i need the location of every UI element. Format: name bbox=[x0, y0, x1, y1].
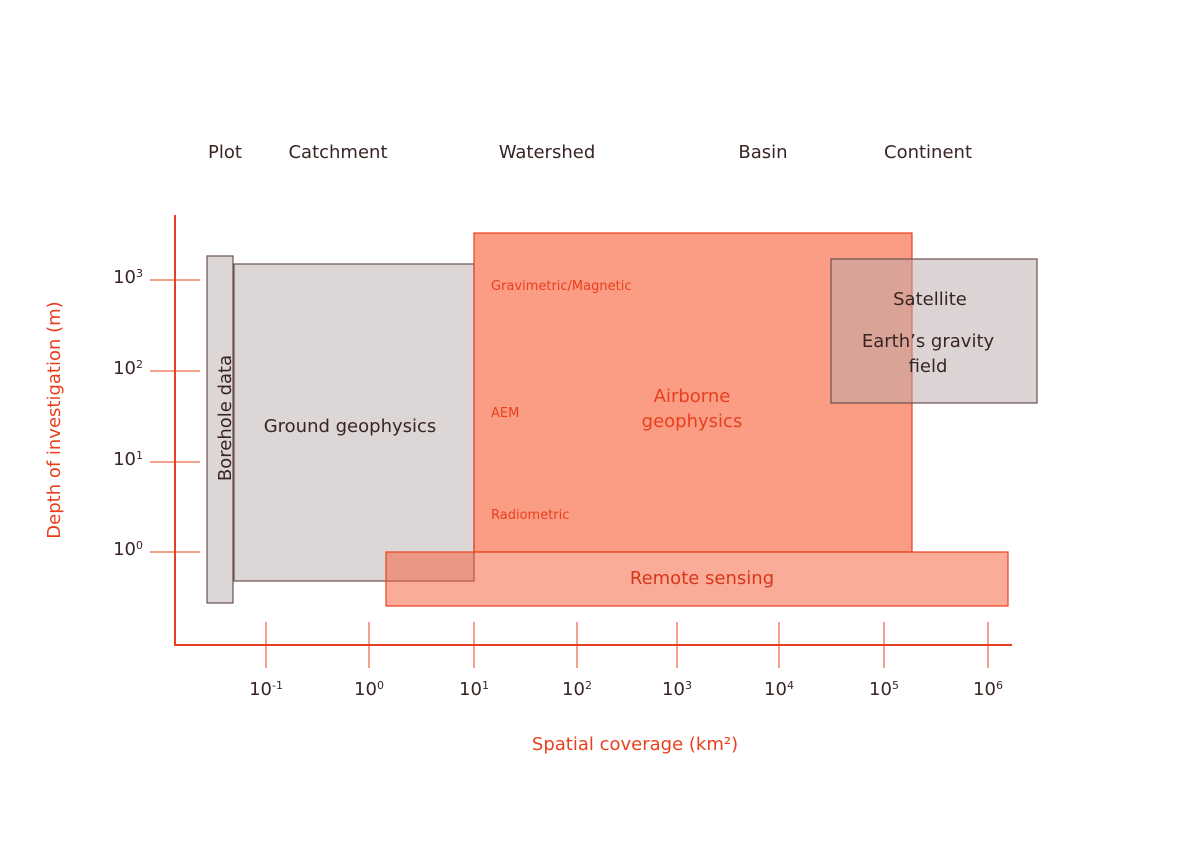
tick-label: 100 bbox=[113, 539, 143, 561]
satellite-label: Satellite bbox=[893, 289, 967, 310]
tick-exp: 0 bbox=[377, 679, 384, 692]
tick-label: 104 bbox=[764, 679, 794, 701]
satellite-box bbox=[830, 258, 1038, 404]
tick-base: 10 bbox=[249, 679, 272, 700]
tick-label: 10-1 bbox=[249, 679, 283, 701]
remote-box bbox=[385, 551, 1009, 607]
scale-label: Catchment bbox=[288, 142, 387, 163]
tick-exp: 2 bbox=[136, 358, 143, 371]
tick-label: 103 bbox=[113, 267, 143, 289]
tick-base: 10 bbox=[113, 358, 136, 379]
tick-exp: 5 bbox=[892, 679, 899, 692]
tick-label: 101 bbox=[459, 679, 489, 701]
tick-label: 106 bbox=[973, 679, 1003, 701]
tick-base: 10 bbox=[764, 679, 787, 700]
borehole-box bbox=[206, 255, 234, 604]
airborne-label: Airborne bbox=[654, 386, 731, 407]
tick-base: 10 bbox=[113, 539, 136, 560]
tick-label: 103 bbox=[662, 679, 692, 701]
tick-exp: 0 bbox=[136, 539, 143, 552]
tick-label: 102 bbox=[562, 679, 592, 701]
scale-label: Watershed bbox=[499, 142, 596, 163]
borehole-label: Borehole data bbox=[215, 355, 236, 481]
airborne-label: geophysics bbox=[642, 411, 743, 432]
tick-base: 10 bbox=[113, 449, 136, 470]
x-axis-title: Spatial coverage (km²) bbox=[532, 734, 738, 755]
scale-label: Plot bbox=[208, 142, 242, 163]
remote-label: Remote sensing bbox=[630, 568, 774, 589]
tick-base: 10 bbox=[973, 679, 996, 700]
tick-label: 101 bbox=[113, 449, 143, 471]
scale-label: Continent bbox=[884, 142, 972, 163]
scale-labels: Plot Catchment Watershed Basin Continent bbox=[208, 142, 972, 163]
y-axis-title: Depth of investigation (m) bbox=[44, 301, 65, 538]
gravity-label: Earth’s gravity bbox=[862, 331, 995, 352]
tick-exp: -1 bbox=[272, 679, 283, 692]
method-label: Radiometric bbox=[491, 508, 569, 523]
scale-label: Basin bbox=[738, 142, 787, 163]
tick-exp: 2 bbox=[585, 679, 592, 692]
tick-label: 105 bbox=[869, 679, 899, 701]
tick-exp: 4 bbox=[787, 679, 794, 692]
tick-exp: 1 bbox=[482, 679, 489, 692]
ground-label: Ground geophysics bbox=[264, 416, 437, 437]
tick-label: 102 bbox=[113, 358, 143, 380]
tick-base: 10 bbox=[869, 679, 892, 700]
method-label: AEM bbox=[491, 406, 519, 421]
tick-label: 100 bbox=[354, 679, 384, 701]
gravity-label: field bbox=[909, 356, 948, 377]
method-label: Gravimetric/Magnetic bbox=[491, 279, 631, 294]
tick-base: 10 bbox=[662, 679, 685, 700]
tick-base: 10 bbox=[113, 267, 136, 288]
tick-exp: 1 bbox=[136, 449, 143, 462]
tick-base: 10 bbox=[354, 679, 377, 700]
ground-box bbox=[233, 263, 475, 582]
tick-exp: 3 bbox=[685, 679, 692, 692]
tick-base: 10 bbox=[459, 679, 482, 700]
tick-exp: 3 bbox=[136, 267, 143, 280]
tick-exp: 6 bbox=[996, 679, 1003, 692]
tick-base: 10 bbox=[562, 679, 585, 700]
